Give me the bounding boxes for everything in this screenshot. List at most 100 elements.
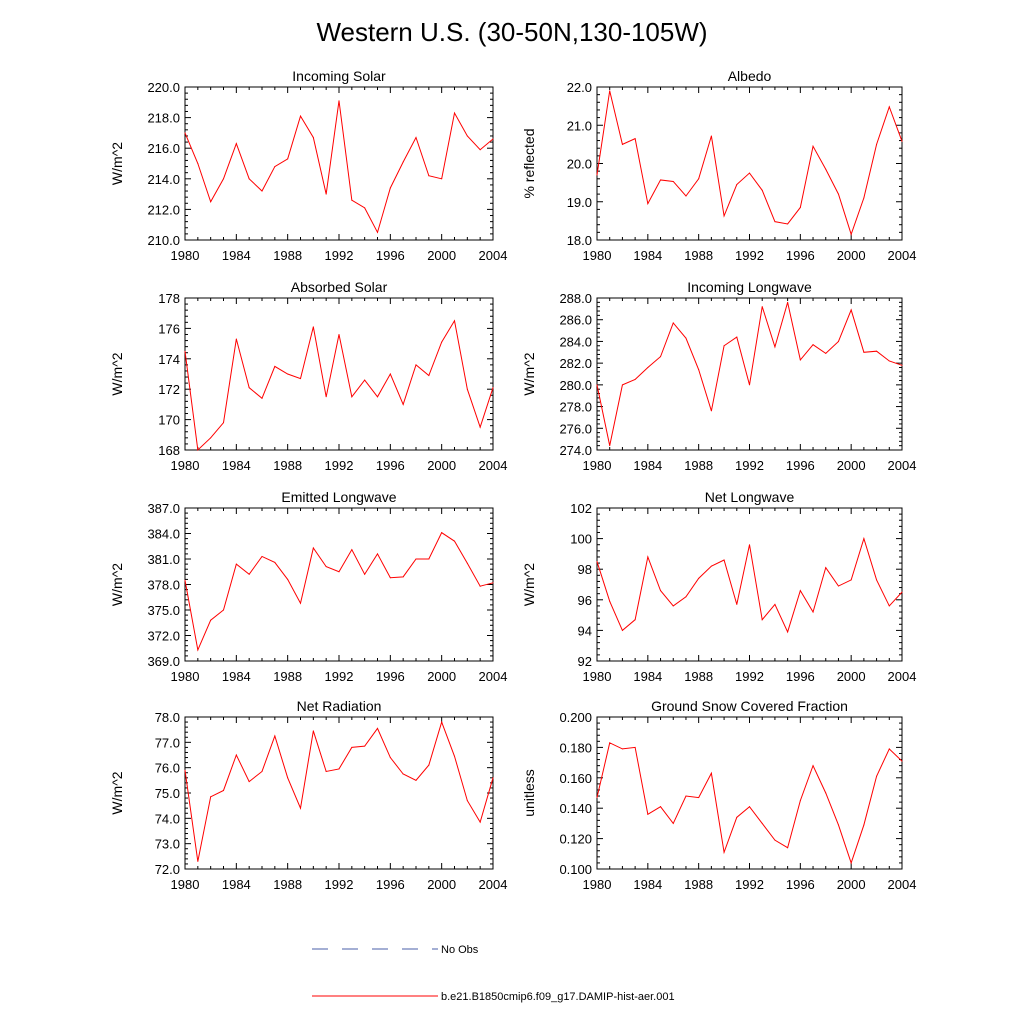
y-tick-label: 384.0 (147, 527, 180, 542)
data-point (761, 306, 763, 308)
data-point (466, 800, 468, 802)
y-tick-label: 174 (158, 352, 180, 367)
data-point (210, 201, 212, 203)
panel-3: Incoming Longwave W/m^2 1980 1984 1988 1992 19… (521, 279, 916, 473)
x-tick-label: 1984 (222, 877, 251, 892)
data-point (901, 760, 903, 762)
series-line (596, 90, 903, 236)
data-point (415, 558, 417, 560)
data-point (647, 813, 649, 815)
x-tick-label: 2000 (837, 669, 866, 684)
y-tick-label: 18.0 (567, 233, 592, 248)
data-point (609, 600, 611, 602)
data-point (248, 573, 250, 575)
data-point (621, 384, 623, 386)
data-point (248, 178, 250, 180)
y-tick-label: 73.0 (155, 837, 180, 852)
y-tick-label: 218.0 (147, 111, 180, 126)
data-point (672, 180, 674, 182)
data-point (274, 561, 276, 563)
y-tick-label: 21.0 (567, 118, 592, 133)
data-point (441, 341, 443, 343)
plot-frame (184, 716, 494, 870)
data-point (235, 563, 237, 565)
data-point (492, 138, 494, 140)
x-tick-label: 1984 (633, 248, 662, 263)
data-point (609, 90, 611, 92)
x-tick-label: 1984 (633, 669, 662, 684)
y-axis-label: % reflected (521, 128, 537, 198)
data-point (389, 577, 391, 579)
data-point (901, 591, 903, 593)
x-tick-label: 1980 (171, 458, 200, 473)
data-point (787, 847, 789, 849)
data-point (850, 579, 852, 581)
y-tick-label: 170 (158, 413, 180, 428)
data-point (774, 603, 776, 605)
data-point (377, 231, 378, 233)
data-point (787, 631, 789, 633)
x-tick-label: 1992 (735, 458, 764, 473)
x-tick-label: 1988 (684, 458, 713, 473)
data-point (312, 136, 314, 138)
data-point (261, 770, 263, 772)
x-tick-label: 2004 (888, 458, 917, 473)
y-axis-label: W/m^2 (109, 563, 125, 606)
data-point (402, 576, 404, 578)
data-point (596, 174, 598, 176)
data-point (660, 179, 662, 181)
data-point (338, 100, 340, 102)
data-point (492, 777, 494, 779)
data-point (799, 590, 801, 592)
data-point (710, 135, 712, 137)
x-tick-label: 2004 (479, 248, 508, 263)
y-tick-label: 387.0 (147, 501, 180, 516)
data-point (492, 582, 494, 584)
chart-panels: Incoming Solar W/m^2 1980 1984 1988 1992 1996 2… (109, 68, 916, 892)
x-tick-label: 2000 (837, 458, 866, 473)
data-point (647, 203, 649, 205)
data-point (596, 797, 598, 799)
panel-title: Ground Snow Covered Fraction (651, 698, 848, 714)
data-point (389, 187, 391, 189)
data-point (184, 769, 186, 771)
y-axis-label: W/m^2 (109, 142, 125, 185)
y-tick-label: 378.0 (147, 578, 180, 593)
x-tick-label: 1992 (325, 458, 354, 473)
y-tick-label: 76.0 (155, 761, 180, 776)
y-tick-label: 0.100 (559, 862, 592, 877)
x-tick-label: 1980 (171, 877, 200, 892)
data-point (863, 351, 865, 353)
data-point (197, 449, 199, 451)
y-tick-label: 78.0 (155, 710, 180, 725)
x-tick-label: 2004 (479, 458, 508, 473)
panel-7: Ground Snow Covered Fraction unitless 1980… (521, 698, 916, 892)
legend-model-label: b.e21.B1850cmip6.f09_g17.DAMIP-hist-aer.… (441, 991, 675, 1003)
data-point (325, 396, 327, 398)
x-tick-label: 1992 (325, 669, 354, 684)
data-point (799, 359, 801, 361)
panel-title: Incoming Solar (292, 68, 386, 84)
data-point (837, 824, 839, 826)
y-tick-label: 178 (158, 291, 180, 306)
data-point (621, 143, 623, 145)
data-point (634, 138, 636, 140)
y-tick-label: 214.0 (147, 172, 180, 187)
panel-1: Albedo % reflected 1980 1984 1988 1992 1996 200… (521, 68, 916, 263)
data-point (761, 189, 763, 191)
panel-title: Net Radiation (297, 698, 382, 714)
panel-2: Absorbed Solar W/m^2 1980 1984 1988 1992 1996 2… (109, 279, 507, 473)
data-point (710, 565, 712, 567)
data-point (596, 561, 598, 563)
y-tick-label: 286.0 (559, 313, 592, 328)
data-point (660, 590, 662, 592)
data-point (351, 746, 353, 748)
y-tick-label: 0.180 (559, 740, 592, 755)
data-point (312, 730, 314, 732)
data-point (749, 806, 750, 808)
data-point (441, 178, 443, 180)
y-tick-label: 284.0 (559, 334, 592, 349)
panel-4: Emitted Longwave W/m^2 1980 1984 1988 1992 199… (109, 489, 507, 684)
data-point (235, 338, 237, 340)
plot-frame (596, 86, 903, 241)
